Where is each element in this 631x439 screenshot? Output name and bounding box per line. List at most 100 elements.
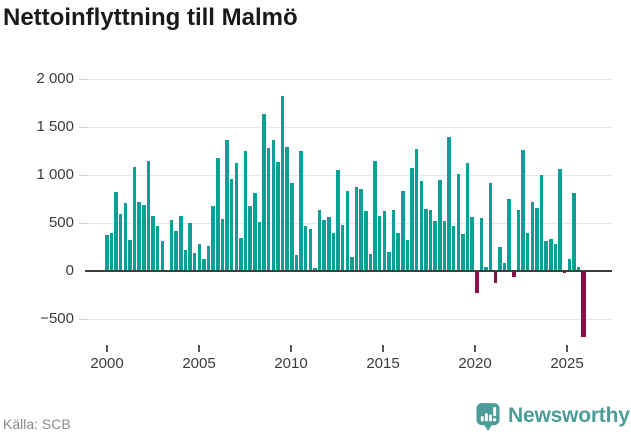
bar-series bbox=[105, 79, 587, 345]
x-axis-label: 2010 bbox=[274, 355, 308, 372]
bar-2008Q4 bbox=[266, 147, 271, 271]
bar-2005Q3 bbox=[206, 246, 211, 271]
x-axis-label: 2005 bbox=[182, 355, 216, 372]
bar-2015Q4 bbox=[396, 232, 400, 271]
bar-2000Q4 bbox=[118, 213, 123, 271]
bar-2025Q1 bbox=[567, 259, 572, 271]
x-tick-mark bbox=[566, 345, 568, 352]
zero-baseline bbox=[85, 270, 612, 272]
bar-2014Q1 bbox=[364, 210, 368, 271]
bar-2021Q1 bbox=[493, 271, 498, 283]
bar-2001Q1 bbox=[123, 203, 128, 271]
x-tick-mark bbox=[290, 345, 292, 352]
bar-2009Q4 bbox=[285, 147, 289, 271]
bar-2014Q3 bbox=[373, 160, 377, 271]
bar-2011Q1 bbox=[308, 229, 313, 271]
x-axis-label: 2015 bbox=[366, 355, 400, 372]
bar-2024Q3 bbox=[558, 168, 562, 271]
bar-2002Q2 bbox=[146, 160, 151, 271]
bar-2019Q2 bbox=[461, 234, 465, 271]
gridline-500 bbox=[87, 223, 612, 224]
bar-2002Q3 bbox=[151, 215, 155, 271]
bar-2014Q2 bbox=[368, 253, 373, 271]
x-tick-mark bbox=[382, 345, 384, 352]
newsworthy-logo[interactable]: Newsworthy bbox=[476, 400, 630, 436]
x-tick-mark bbox=[474, 345, 476, 352]
gridline-2000 bbox=[87, 79, 612, 80]
bar-2013Q3 bbox=[354, 186, 359, 271]
y-tick-mark bbox=[79, 223, 87, 224]
bar-2006Q3 bbox=[225, 140, 229, 271]
bar-2018Q3 bbox=[447, 136, 451, 271]
bar-2012Q1 bbox=[327, 217, 331, 271]
bar-2014Q4 bbox=[377, 216, 382, 271]
bar-2005Q1 bbox=[197, 244, 202, 271]
y-axis-label: 1 500 bbox=[36, 118, 74, 135]
bar-2004Q1 bbox=[179, 216, 183, 271]
bar-2015Q1 bbox=[382, 210, 387, 271]
bar-2023Q2 bbox=[535, 208, 539, 271]
gridline-neg500 bbox=[87, 319, 612, 320]
bar-2006Q4 bbox=[229, 178, 234, 271]
bar-2010Q2 bbox=[294, 255, 299, 271]
bar-2016Q4 bbox=[414, 148, 419, 271]
bar-2004Q4 bbox=[192, 253, 197, 271]
bar-2022Q1 bbox=[512, 271, 516, 277]
y-tick-mark bbox=[79, 175, 87, 176]
bar-2009Q1 bbox=[271, 140, 276, 271]
bar-2017Q4 bbox=[433, 220, 437, 271]
bar-2009Q2 bbox=[276, 161, 280, 271]
bar-2017Q3 bbox=[428, 209, 433, 271]
bar-2017Q2 bbox=[424, 208, 428, 271]
bar-2022Q4 bbox=[525, 232, 530, 271]
bar-2003Q4 bbox=[174, 230, 178, 271]
bar-2021Q2 bbox=[498, 247, 502, 271]
bar-2013Q4 bbox=[359, 189, 363, 271]
bar-2013Q2 bbox=[350, 256, 354, 271]
bar-2020Q2 bbox=[479, 218, 484, 271]
y-tick-mark bbox=[79, 319, 87, 320]
bar-2025Q3 bbox=[576, 267, 581, 271]
x-tick-mark bbox=[198, 345, 200, 352]
x-tick-mark bbox=[106, 345, 108, 352]
newsworthy-logo-icon bbox=[476, 403, 500, 431]
chart-title: Nettoinflyttning till Malmö bbox=[3, 4, 298, 31]
bar-2017Q1 bbox=[419, 180, 424, 271]
bar-2001Q3 bbox=[132, 167, 137, 271]
y-axis-label: 0 bbox=[65, 262, 74, 279]
bar-2019Q1 bbox=[456, 174, 461, 271]
bar-2021Q3 bbox=[502, 263, 507, 271]
y-axis-label: 500 bbox=[48, 214, 74, 231]
bar-2010Q4 bbox=[303, 225, 308, 271]
bar-2002Q4 bbox=[155, 225, 160, 271]
x-axis-label: 2020 bbox=[458, 355, 492, 372]
x-axis-label: 2025 bbox=[550, 355, 584, 372]
bar-2020Q1 bbox=[475, 271, 479, 294]
bar-2006Q1 bbox=[216, 157, 220, 271]
bar-2008Q3 bbox=[262, 114, 266, 271]
bar-2020Q4 bbox=[488, 182, 493, 271]
source-attribution: Källa: SCB bbox=[3, 416, 71, 432]
bar-2002Q1 bbox=[142, 205, 146, 271]
gridline-1000 bbox=[87, 175, 612, 176]
bar-2018Q4 bbox=[451, 226, 456, 271]
bar-2001Q4 bbox=[137, 201, 141, 271]
bar-2007Q4 bbox=[248, 205, 252, 271]
bar-2012Q3 bbox=[336, 169, 340, 271]
bar-2011Q3 bbox=[317, 210, 322, 271]
bar-2000Q2 bbox=[109, 233, 114, 271]
bar-2004Q2 bbox=[183, 250, 188, 271]
bar-2023Q3 bbox=[539, 175, 544, 271]
bar-2011Q4 bbox=[322, 220, 326, 271]
bar-2005Q2 bbox=[202, 259, 206, 271]
bar-2025Q4 bbox=[581, 271, 587, 338]
bar-2010Q3 bbox=[299, 150, 303, 271]
y-axis-label: 2 000 bbox=[36, 70, 74, 87]
bar-2005Q4 bbox=[211, 205, 215, 271]
bar-2013Q1 bbox=[345, 190, 350, 271]
bar-2007Q2 bbox=[239, 238, 243, 271]
bar-2000Q1 bbox=[105, 235, 109, 271]
bar-2009Q3 bbox=[280, 96, 285, 271]
bar-2015Q2 bbox=[387, 252, 391, 271]
bar-2020Q3 bbox=[484, 266, 488, 271]
